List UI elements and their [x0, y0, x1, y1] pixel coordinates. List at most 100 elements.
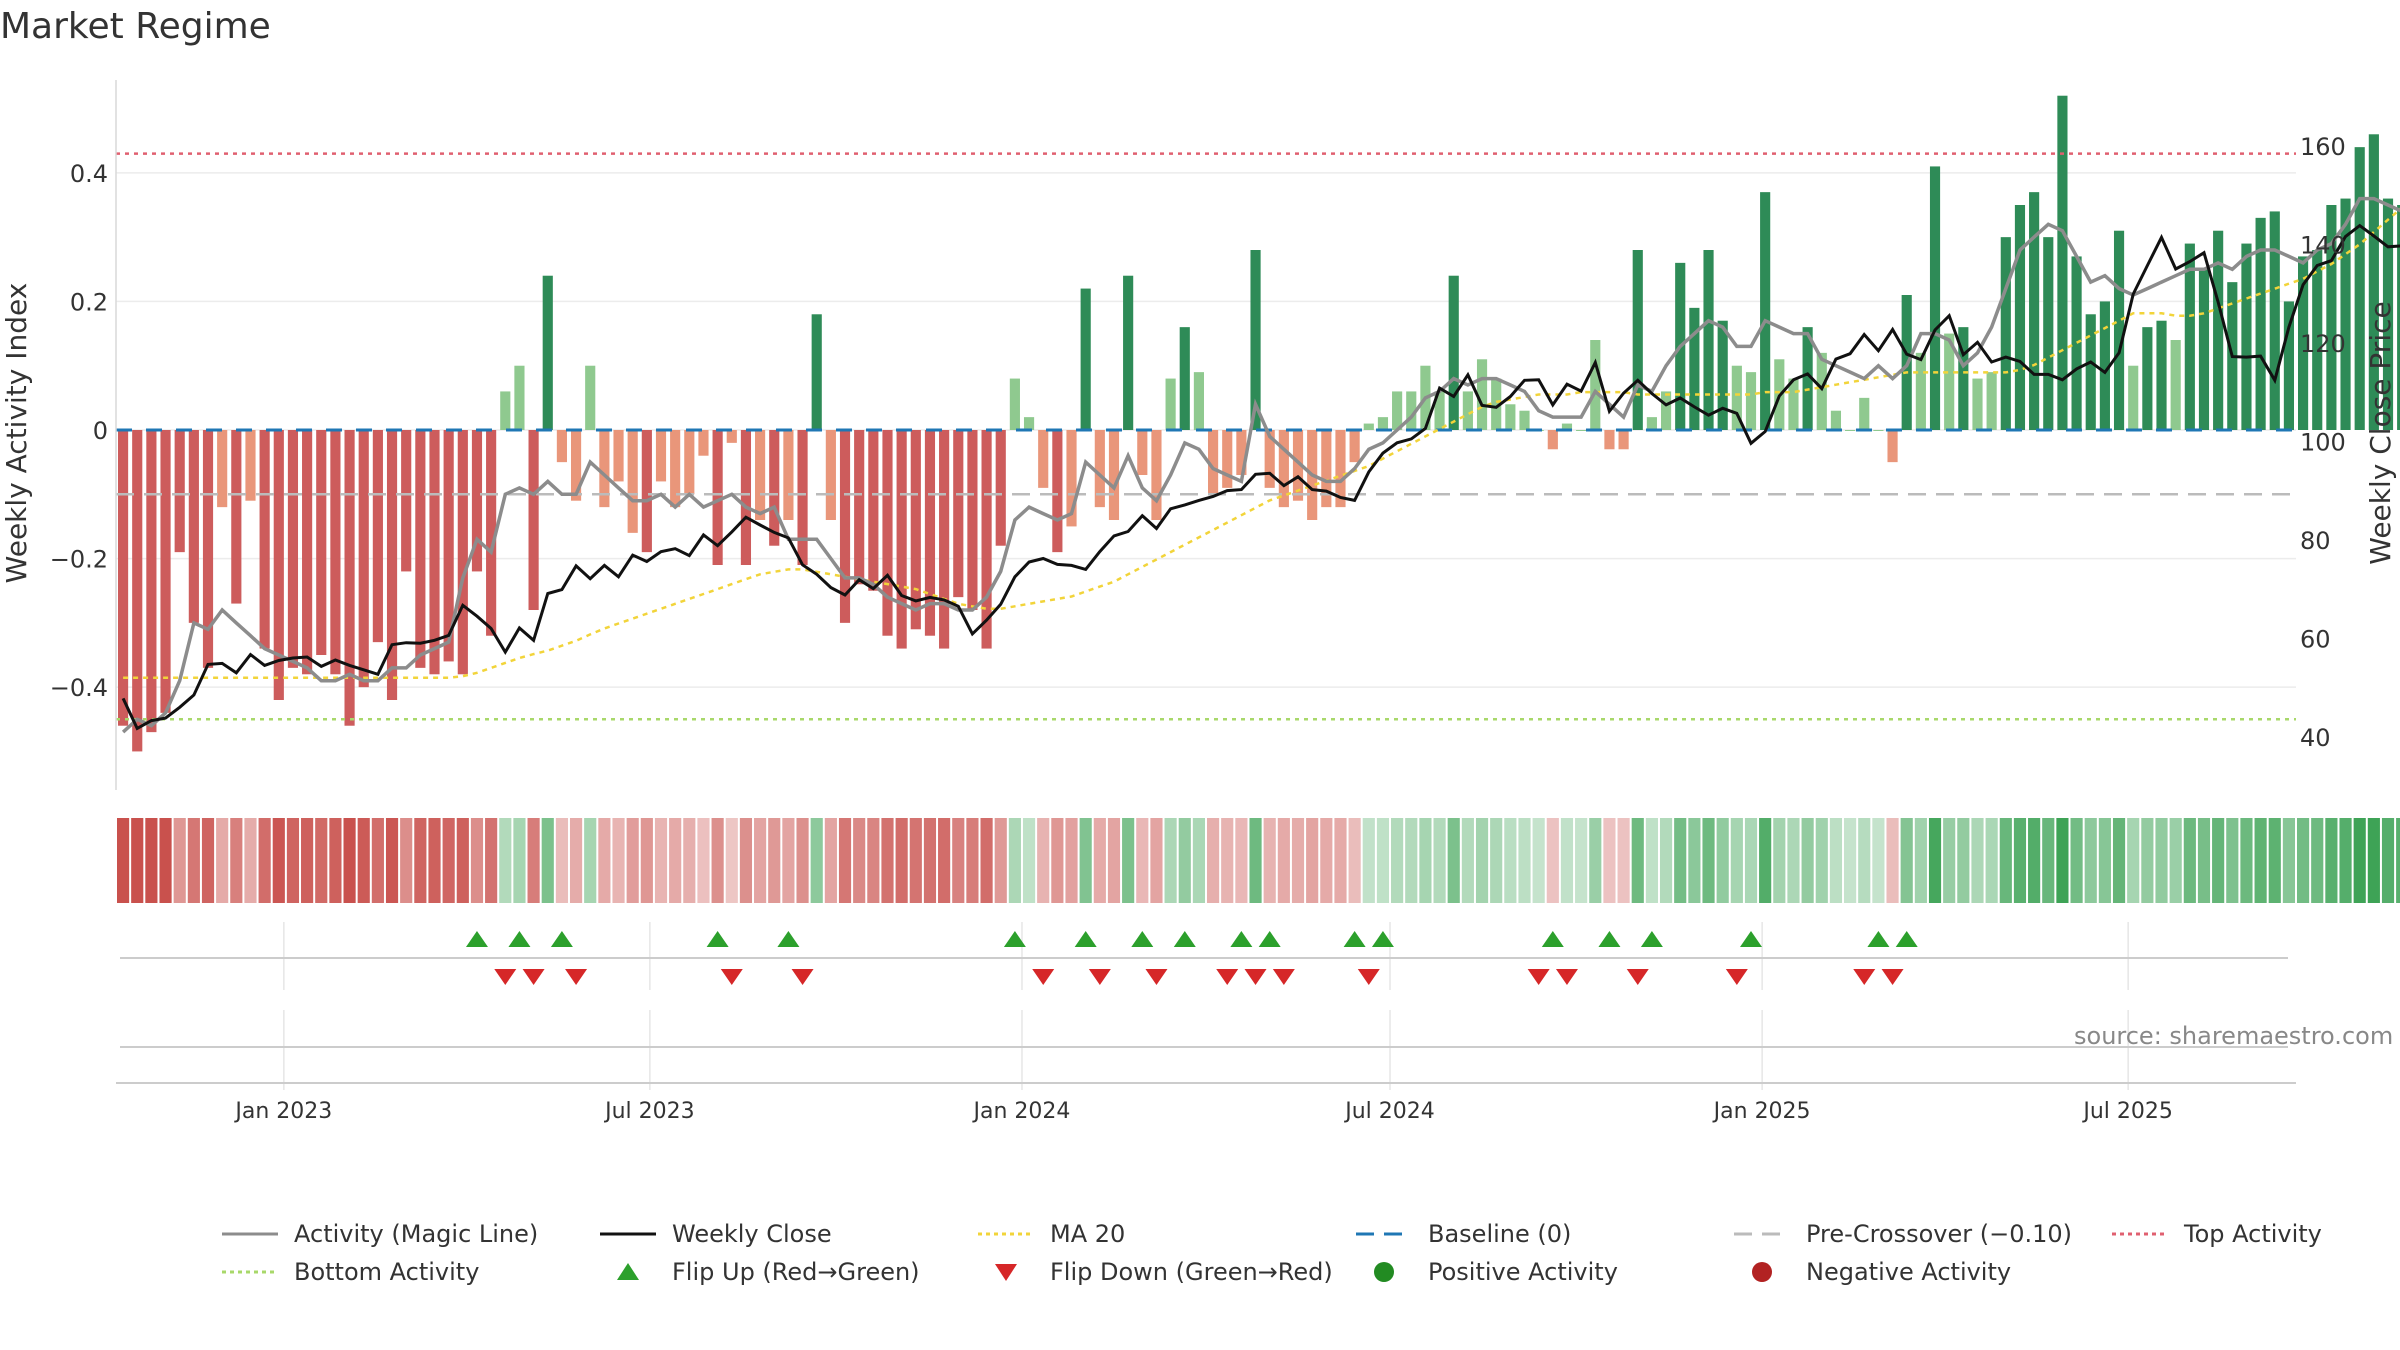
activity-bar — [797, 430, 808, 565]
green-dot-icon — [1374, 1262, 1394, 1282]
activity-bar — [2113, 230, 2125, 430]
activity-bar — [924, 430, 936, 636]
regime-band-cell — [980, 818, 993, 903]
activity-bar — [613, 430, 624, 482]
flip-up-marker — [465, 931, 488, 947]
activity-bar — [1080, 288, 1091, 430]
activity-bar — [1972, 378, 1983, 430]
regime-band-cell — [258, 818, 271, 903]
x-tick-label: Jul 2023 — [603, 1099, 695, 1124]
activity-bar — [118, 430, 129, 726]
regime-band-cell — [428, 818, 441, 903]
activity-bar — [386, 430, 398, 700]
activity-bar — [2368, 134, 2379, 431]
activity-bar — [1363, 423, 1374, 430]
activity-bar — [1788, 378, 1799, 430]
regime-band-cell — [1999, 818, 2012, 903]
regime-band-cell — [654, 818, 668, 903]
regime-band-cell — [1900, 818, 1913, 903]
regime-band-cell — [329, 818, 342, 903]
flip-down-marker — [1725, 969, 1748, 985]
activity-bar — [1618, 430, 1629, 450]
regime-band-cell — [1631, 818, 1644, 903]
flip-up-marker — [508, 931, 531, 947]
regime-band-cell — [145, 818, 158, 903]
y-tick-label-right: 120 — [2300, 330, 2346, 358]
activity-bar — [1108, 430, 1120, 520]
regime-band-cell — [796, 818, 809, 903]
regime-band-cell — [1008, 818, 1021, 903]
line-layer — [116, 152, 2400, 734]
activity-bar — [316, 430, 327, 655]
regime-band-cell — [555, 818, 568, 903]
regime-band-cell — [2282, 818, 2295, 903]
regime-band-cell — [584, 818, 597, 903]
activity-bar — [2312, 250, 2323, 430]
activity-bar — [825, 430, 836, 520]
activity-bar — [287, 430, 299, 668]
activity-bar — [1760, 192, 1771, 430]
grid-layer — [116, 172, 2296, 1090]
regime-band-cell — [569, 818, 583, 903]
regime-band-cell — [1617, 818, 1630, 903]
y-tick-label-right: 60 — [2300, 625, 2331, 653]
activity-bar — [330, 430, 341, 675]
regime-band-cell — [187, 818, 200, 903]
legend-item-positive-activity: Positive Activity — [1354, 1254, 1618, 1290]
regime-band-cell — [1164, 818, 1177, 903]
activity-bar — [910, 430, 921, 630]
regime-band-cell — [1376, 818, 1390, 903]
y-tick-label-right: 100 — [2300, 428, 2346, 456]
regime-band-cell — [626, 818, 639, 903]
activity-bar — [231, 430, 242, 604]
activity-bar — [1830, 410, 1842, 430]
legend-item-activity-line: Activity (Magic Line) — [220, 1216, 538, 1252]
regime-band-cell — [2070, 818, 2083, 903]
activity-bar — [1193, 372, 1204, 430]
activity-bar — [2283, 301, 2294, 430]
regime-band-cell — [725, 818, 738, 903]
activity-bar — [1717, 320, 1728, 430]
regime-band-cell — [2169, 818, 2182, 903]
activity-bar — [712, 430, 723, 565]
flip-down-marker — [1881, 969, 1904, 985]
activity-bar — [1604, 430, 1615, 450]
flip-up-marker — [1074, 931, 1097, 947]
activity-bar — [1349, 430, 1360, 463]
regime-band-cell — [754, 818, 767, 903]
green-triangle-up-icon — [617, 1263, 639, 1280]
regime-band-cell — [1178, 818, 1191, 903]
activity-bar — [1236, 430, 1247, 475]
activity-bar — [1590, 340, 1601, 430]
regime-band-cell — [2367, 818, 2380, 903]
weekly-close-line — [121, 223, 2400, 731]
regime-band-cell — [2226, 818, 2239, 903]
legend-label: Activity (Magic Line) — [294, 1220, 539, 1248]
regime-band-cell — [1306, 818, 1319, 903]
regime-band-cell — [1277, 818, 1290, 903]
regime-band-cell — [1405, 818, 1418, 903]
activity-bar — [1137, 430, 1148, 475]
activity-bar — [740, 430, 752, 565]
regime-band-cell — [966, 818, 979, 903]
activity-bar — [1321, 430, 1332, 508]
regime-band-cell — [1532, 818, 1545, 903]
grey-line-icon — [222, 1232, 278, 1236]
legend-label: Flip Down (Green→Red) — [1050, 1258, 1333, 1286]
activity-bar — [585, 365, 596, 430]
y-tick-label-right: 40 — [2300, 724, 2331, 752]
activity-bar — [2255, 217, 2266, 430]
regime-band-cell — [1645, 818, 1658, 903]
source-note: source: sharemaestro.com — [2074, 1022, 2394, 1050]
y-tick-label-right: 140 — [2300, 231, 2346, 259]
x-tick-label: Jul 2025 — [2081, 1099, 2173, 1124]
regime-band-cell — [768, 818, 781, 903]
regime-band-cell — [1022, 818, 1036, 903]
regime-band-cell — [1122, 818, 1135, 903]
regime-band-cell — [201, 818, 215, 903]
activity-bar — [2128, 365, 2139, 430]
regime-band-cell — [2098, 818, 2111, 903]
activity-bar — [1094, 430, 1105, 508]
regime-band-cell — [2268, 818, 2281, 903]
activity-bar — [528, 430, 539, 610]
